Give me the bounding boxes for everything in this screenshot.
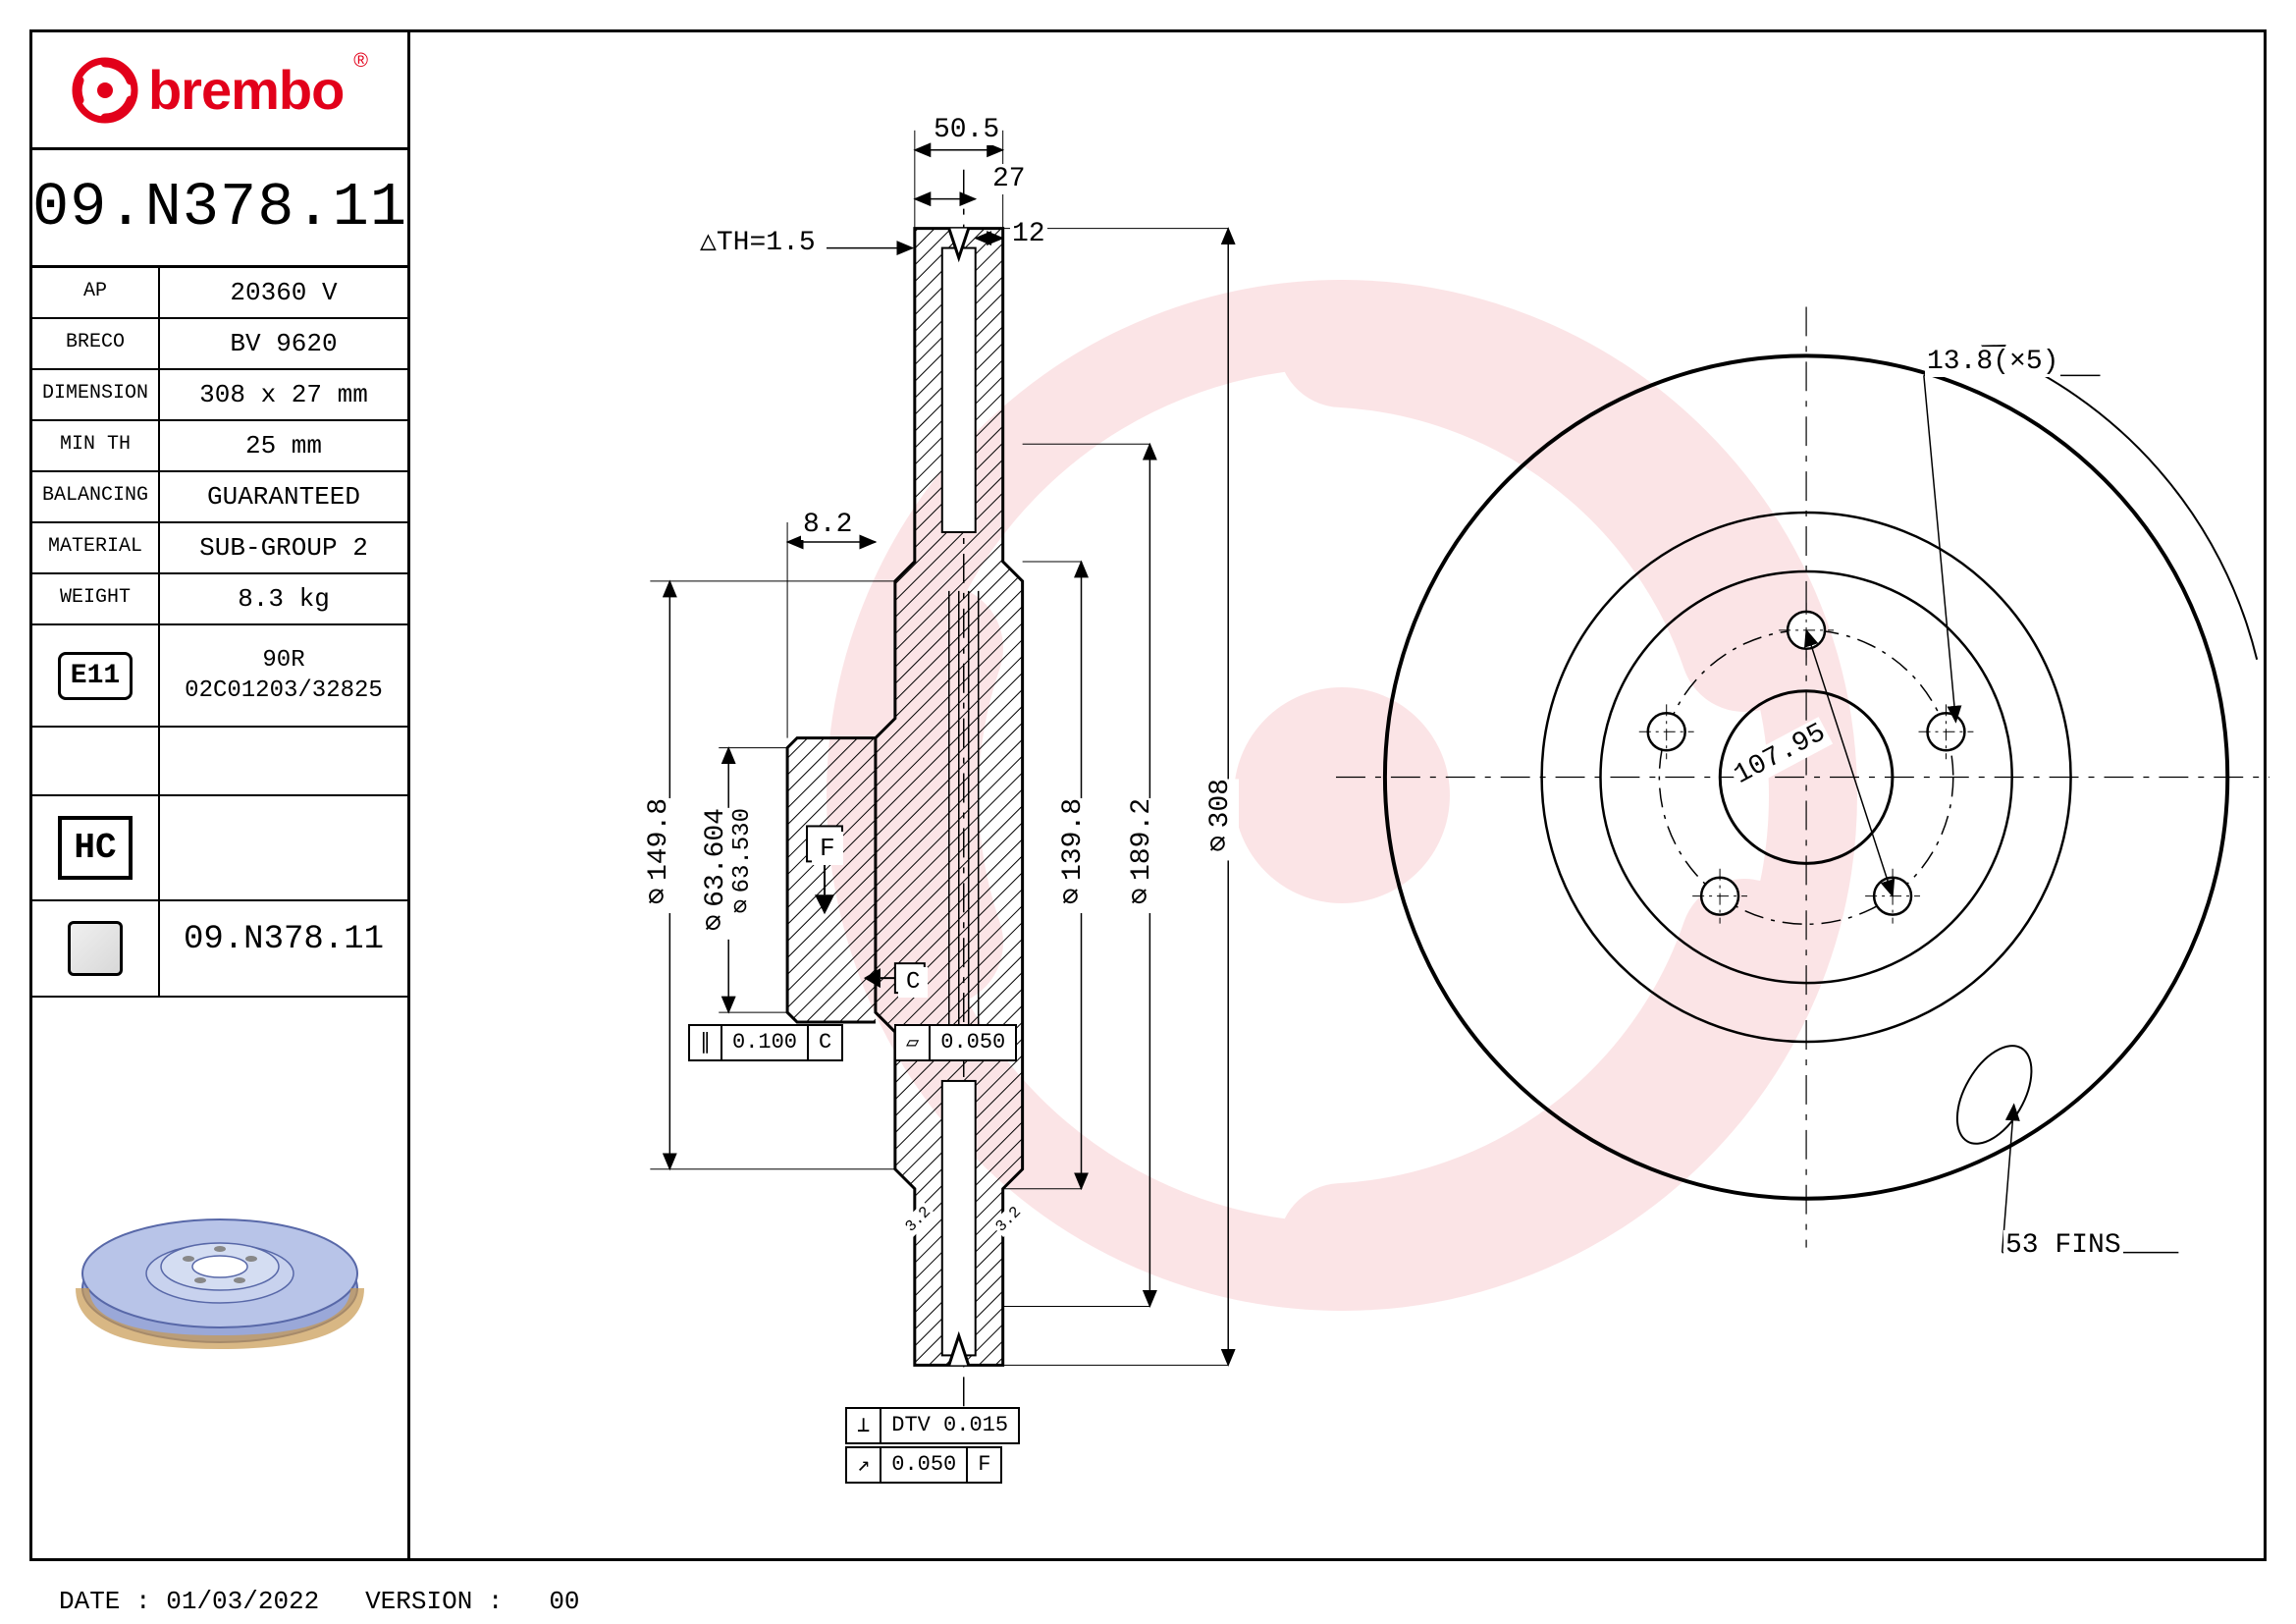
disc-section-icon [68,921,123,976]
tol-value: 0.100 [722,1026,809,1059]
disc-3d-render [32,998,407,1558]
spec-value [160,728,407,794]
spec-label: WEIGHT [32,574,160,623]
footer-date: 01/03/2022 [166,1587,319,1616]
disc-icon-cell [32,901,160,996]
spec-value: SUB-GROUP 2 [160,523,407,572]
part-number: 09.N378.11 [32,173,407,243]
cert-label-cell: E11 [32,625,160,726]
dim-bolt-hole: 13.8(×5) [1925,347,2060,377]
spec-row-breco: BRECO BV 9620 [32,319,407,370]
spec-label: MATERIAL [32,523,160,572]
spec-value: BV 9620 [160,319,407,368]
footer: DATE : 01/03/2022 VERSION : 00 [59,1587,580,1616]
spec-value: 20360 V [160,268,407,317]
dim-flange-offset: 12 [1010,219,1047,249]
datum-c-label: C [898,967,928,998]
spec-label [32,728,160,794]
footer-date-label: DATE : [59,1587,151,1616]
datum-f-label: F [812,832,843,865]
spec-value [160,796,407,899]
spec-row-part-repeat: 09.N378.11 [32,901,407,998]
dim-inner-dia-2: ⌀189.2 [1124,798,1160,913]
spec-row-hc: HC [32,796,407,901]
tol-ref: F [968,1448,1000,1482]
dim-hub-outer-dia: ⌀149.8 [641,798,677,913]
tol-value: 0.050 [881,1448,968,1482]
runout-icon: ↗ [847,1448,881,1482]
footer-version: 00 [549,1587,579,1616]
drawing-area: 50.5 27 12 △TH=1.5 8.2 ⌀149.8 ⌀63.604 ⌀6… [413,32,2269,1558]
spec-value: 90R 02C01203/32825 [160,625,407,726]
dtv-icon: ⟂ [847,1409,881,1442]
dim-th-tol: △TH=1.5 [698,224,818,258]
spec-value: 308 x 27 mm [160,370,407,419]
spec-row-balancing: BALANCING GUARANTEED [32,472,407,523]
spec-label: MIN TH [32,421,160,470]
dim-disc-thickness: 27 [990,164,1028,194]
parallelism-tol: ∥ 0.100 C [688,1024,843,1061]
spec-sidebar: brembo ® 09.N378.11 AP 20360 V BRECO BV … [32,32,410,1558]
spec-row-minth: MIN TH 25 mm [32,421,407,472]
registered-icon: ® [353,50,368,73]
hc-label-cell: HC [32,796,160,899]
dim-outer-dia: ⌀308 [1202,779,1239,860]
spec-row-blank [32,728,407,796]
spec-label: BRECO [32,319,160,368]
spec-value: 8.3 kg [160,574,407,623]
dim-hub-depth: 8.2 [801,510,854,540]
spec-label: BALANCING [32,472,160,521]
hc-badge: HC [58,816,132,880]
flatness-tol: ▱ 0.050 [894,1024,1017,1061]
tol-value: 0.050 [931,1026,1015,1059]
spec-value: GUARANTEED [160,472,407,521]
tol-ref: C [809,1026,841,1059]
footer-version-label: VERSION : [365,1587,503,1616]
flatness-icon: ▱ [896,1026,931,1059]
spec-label: DIMENSION [32,370,160,419]
disc-render-icon [73,1180,367,1377]
spec-label: AP [32,268,160,317]
spec-row-material: MATERIAL SUB-GROUP 2 [32,523,407,574]
cross-section-view [413,32,2269,1558]
e11-badge: E11 [58,652,133,700]
spec-row-cert: E11 90R 02C01203/32825 [32,625,407,728]
brembo-logo-icon [72,57,138,124]
dtv-label: DTV 0.015 [881,1409,1018,1442]
brand-name: brembo [148,58,344,122]
logo-cell: brembo ® [32,32,407,150]
spec-value: 25 mm [160,421,407,470]
spec-value: 09.N378.11 [160,901,407,996]
dim-fins: 53 FINS [2003,1230,2123,1261]
parallelism-icon: ∥ [690,1026,722,1059]
runout-tol: ↗ 0.050 F [845,1446,1002,1484]
spec-row-weight: WEIGHT 8.3 kg [32,574,407,625]
spec-row-dimension: DIMENSION 308 x 27 mm [32,370,407,421]
part-number-cell: 09.N378.11 [32,150,407,268]
drawing-frame: brembo ® 09.N378.11 AP 20360 V BRECO BV … [29,29,2267,1561]
spec-row-ap: AP 20360 V [32,268,407,319]
dtv-tol: ⟂ DTV 0.015 [845,1407,1020,1444]
dim-inner-dia-1: ⌀139.8 [1055,798,1092,913]
dim-width-overall: 50.5 [932,115,1001,145]
dim-bore-dia-2: ⌀63.530 [727,808,759,920]
